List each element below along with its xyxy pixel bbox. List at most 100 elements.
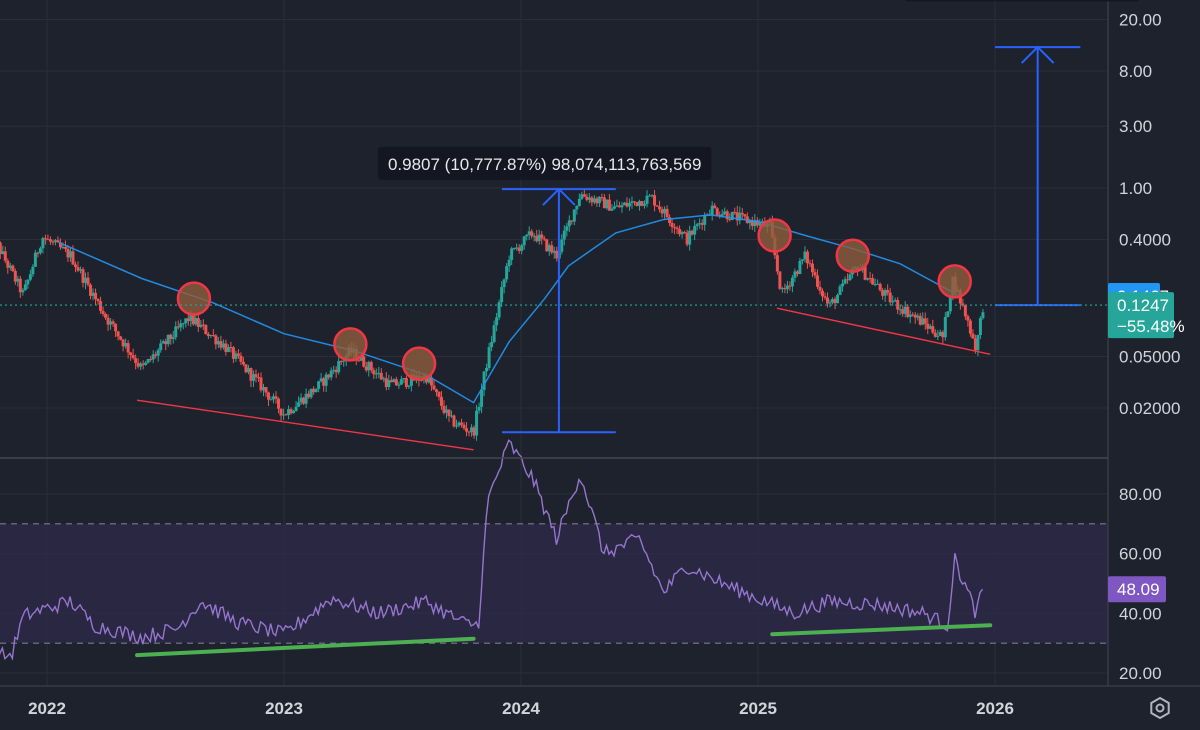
candle-body-248 (607, 199, 611, 211)
candle-body-299 (735, 212, 739, 221)
candle-body-305 (750, 220, 754, 227)
candle-body-52 (116, 331, 120, 337)
candle-body-343 (846, 279, 850, 281)
candle-body-103 (244, 364, 248, 373)
candle-body-202 (492, 325, 496, 343)
candle-body-298 (733, 211, 737, 213)
candle-body-219 (535, 235, 539, 242)
candle-body-70 (161, 341, 165, 344)
candle-body-282 (693, 226, 697, 235)
candle-body-31 (63, 247, 67, 249)
candle-body-218 (532, 235, 536, 237)
candle-body-84 (196, 318, 200, 327)
candle-body-378 (933, 332, 937, 337)
candle-body-373 (921, 318, 925, 325)
candle-body-98 (231, 347, 235, 359)
resistance-marker-0 (176, 281, 212, 316)
candle-body-208 (507, 259, 511, 267)
resistance-marker-2 (401, 346, 437, 381)
candle-body-21 (38, 248, 42, 254)
candle-body-391 (966, 316, 970, 321)
candle-body-136 (327, 374, 331, 378)
candle-body-297 (730, 211, 734, 221)
candle-body-394 (973, 338, 977, 351)
candle-body-340 (838, 286, 842, 295)
candle-body-184 (447, 409, 451, 417)
candle-body-185 (449, 415, 453, 417)
candle-body-222 (542, 238, 546, 240)
candle-body-156 (377, 372, 381, 374)
rsi-line (0, 439, 993, 661)
markers (176, 218, 972, 381)
candle-body-65 (149, 358, 153, 360)
candle-body-12 (16, 278, 20, 282)
candle-body-192 (467, 431, 471, 433)
candle-body-166 (402, 378, 406, 380)
candle-body-245 (600, 197, 604, 199)
candle-body-319 (785, 285, 789, 290)
candle-body-177 (429, 377, 433, 386)
candle-body-247 (605, 199, 609, 209)
candle-body-155 (374, 373, 378, 375)
candle-body-25 (48, 239, 52, 242)
candle-body-168 (407, 385, 411, 387)
candle-body-130 (312, 388, 316, 393)
candle-body-43 (94, 292, 98, 300)
candle-body-66 (151, 354, 155, 360)
candle-body-50 (111, 321, 115, 324)
candle-body-74 (171, 337, 175, 339)
candle-body-278 (683, 232, 687, 234)
candle-body-379 (936, 335, 940, 337)
candle-body-232 (567, 220, 571, 227)
candle-body-239 (585, 196, 589, 200)
candle-body-37 (78, 269, 82, 271)
sma-line (58, 214, 960, 404)
candle-body-161 (389, 380, 393, 383)
candle-body-241 (590, 197, 594, 203)
candle-body-191 (465, 428, 469, 432)
candle-body-5 (0, 242, 2, 254)
candle-body-335 (826, 297, 830, 304)
candle-body-23 (43, 238, 47, 240)
candle-body-105 (249, 368, 253, 381)
candle-body-56 (126, 343, 130, 353)
candle-body-22 (41, 238, 45, 249)
measure-arrow-1 (1020, 45, 1055, 64)
candle-body-295 (725, 211, 729, 220)
candle-body-148 (357, 360, 361, 362)
candle-body-237 (580, 194, 584, 199)
resistance-marker-1 (333, 327, 368, 362)
trendlines (136, 307, 991, 451)
candle-body-113 (269, 399, 273, 401)
candle-body-255 (625, 202, 629, 207)
price-tick-label-5: 0.05000 (1119, 347, 1180, 366)
candle-body-395 (976, 335, 980, 351)
candle-body-10 (11, 265, 15, 271)
candle-body-377 (931, 326, 935, 333)
candle-body-304 (748, 220, 752, 224)
candle-body-321 (790, 277, 794, 287)
rsi-path (0, 439, 984, 661)
candle-body-121 (289, 409, 293, 414)
candle-body-350 (863, 266, 867, 280)
candle-body-19 (33, 252, 37, 267)
candle-body-79 (184, 318, 188, 324)
candle-body-73 (169, 334, 173, 339)
settings-button[interactable] (1140, 688, 1180, 728)
candle-body-120 (287, 409, 291, 416)
candle-body-75 (174, 326, 178, 338)
candle-body-169 (409, 374, 413, 386)
candle-body-119 (284, 414, 288, 416)
candle-body-207 (505, 266, 509, 280)
candle-body-364 (898, 309, 902, 311)
candle-body-372 (918, 315, 922, 325)
candle-body-90 (211, 335, 215, 337)
candle-body-368 (908, 314, 912, 317)
candle-body-242 (592, 198, 596, 203)
candle-body-316 (778, 271, 782, 289)
candle-body-162 (392, 379, 396, 383)
candle-body-41 (89, 284, 93, 296)
candle-body-397 (981, 312, 985, 319)
candle-body-317 (780, 288, 784, 290)
candle-body-123 (294, 406, 298, 411)
